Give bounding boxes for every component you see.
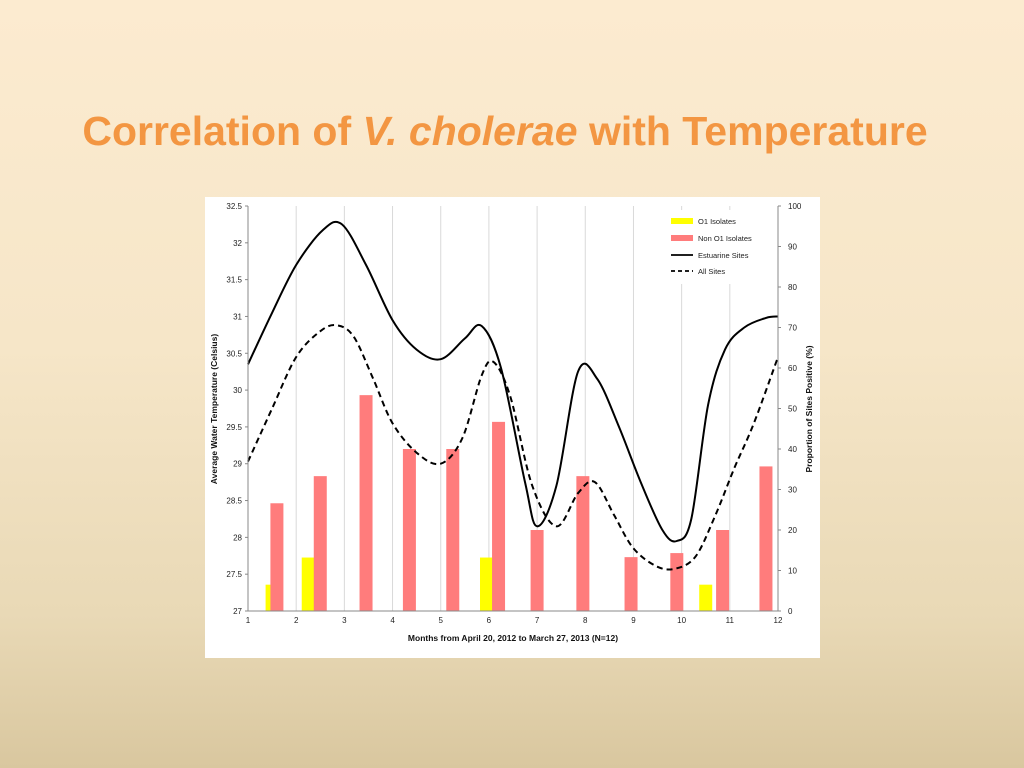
x-tick-label: 12 (774, 616, 783, 625)
y2-tick-label: 100 (788, 202, 802, 211)
y2-tick-label: 70 (788, 324, 797, 333)
y-tick-label: 30.5 (226, 349, 242, 358)
x-tick-label: 10 (677, 616, 686, 625)
legend-label-non-o1: Non O1 Isolates (698, 234, 752, 243)
y2-tick-label: 0 (788, 607, 793, 616)
chart-svg: 1 2 3 4 5 6 7 8 9 10 11 122727.52828.52929.53030.53… (209, 202, 814, 643)
legend-swatch-o1 (671, 218, 693, 224)
y-tick-label: 27.5 (226, 570, 242, 579)
bar-non-o1 (670, 553, 684, 611)
y2-tick-label: 30 (788, 486, 797, 495)
y2-axis-label: Proportion of Sites Positive (%) (804, 345, 814, 472)
bar-o1 (480, 557, 493, 611)
y-tick-label: 32 (233, 239, 242, 248)
y-axis-label: Average Water Temperature (Celsius) (209, 334, 219, 485)
line-estuarine-sites (247, 220, 779, 543)
legend-label-estuarine: Estuarine Sites (698, 251, 749, 260)
y-tick-label: 31.5 (226, 276, 242, 285)
y2-tick-label: 20 (788, 526, 797, 535)
y2-tick-label: 90 (788, 243, 797, 252)
y-tick-label: 27 (233, 607, 242, 616)
bar-non-o1 (359, 395, 373, 611)
y2-tick-label: 60 (788, 364, 797, 373)
title-text-1: Correlation of (82, 108, 363, 154)
bar-non-o1 (313, 476, 327, 611)
bar-non-o1 (576, 476, 590, 611)
lines (247, 220, 779, 571)
y-tick-label: 29 (233, 460, 242, 469)
x-tick-label: 2 (294, 616, 299, 625)
y2-tick-label: 50 (788, 405, 797, 414)
bar-o1 (301, 557, 315, 611)
ticks: 1 2 3 4 5 6 7 8 9 10 11 122727.52828.52929.53030.53… (226, 202, 801, 625)
grid (295, 206, 731, 611)
x-tick-label: 4 (390, 616, 395, 625)
bar-non-o1 (530, 530, 544, 611)
title-text-species: V. cholerae (362, 108, 578, 154)
legend: O1 Isolates Non O1 Isolates Estuarine Si… (666, 210, 761, 284)
bar-non-o1 (492, 421, 506, 611)
x-axis-label: Months from April 20, 2012 to March 27, … (408, 633, 618, 643)
x-tick-label: 3 (342, 616, 347, 625)
y-tick-label: 31 (233, 312, 242, 321)
y-tick-label: 28 (233, 533, 242, 542)
x-tick-label: 7 (535, 616, 540, 625)
bar-non-o1 (624, 557, 638, 611)
bar-non-o1 (759, 466, 773, 611)
bar-non-o1 (716, 530, 730, 611)
title-text-2: with Temperature (577, 108, 928, 154)
legend-label-all-sites: All Sites (698, 267, 725, 276)
chart-panel: 1 2 3 4 5 6 7 8 9 10 11 12 27 27.5 28 28.5 29 29.5 30 30.5 3… (205, 197, 820, 658)
legend-swatch-non-o1 (671, 235, 693, 241)
y2-tick-label: 10 (788, 567, 797, 576)
x-tick-label: 6 (487, 616, 492, 625)
y2-tick-label: 40 (788, 445, 797, 454)
y-tick-label: 30 (233, 386, 242, 395)
x-tick-label: 9 (631, 616, 636, 625)
y2-tick-label: 80 (788, 283, 797, 292)
bar-non-o1 (270, 503, 284, 611)
bar-non-o1 (402, 449, 416, 611)
x-tick-label: 1 (246, 616, 251, 625)
y-tick-label: 32.5 (226, 202, 242, 211)
y-tick-label: 29.5 (226, 423, 242, 432)
slide-title: Correlation of V. cholerae with Temperat… (0, 108, 1010, 155)
bar-non-o1 (446, 449, 460, 611)
bar-o1 (699, 584, 713, 611)
line-all-sites (247, 324, 779, 571)
y-tick-label: 28.5 (226, 497, 242, 506)
bars (265, 395, 773, 611)
x-tick-label: 8 (583, 616, 588, 625)
legend-label-o1: O1 Isolates (698, 217, 736, 226)
x-tick-label: 5 (439, 616, 444, 625)
x-tick-label: 11 (726, 616, 735, 625)
